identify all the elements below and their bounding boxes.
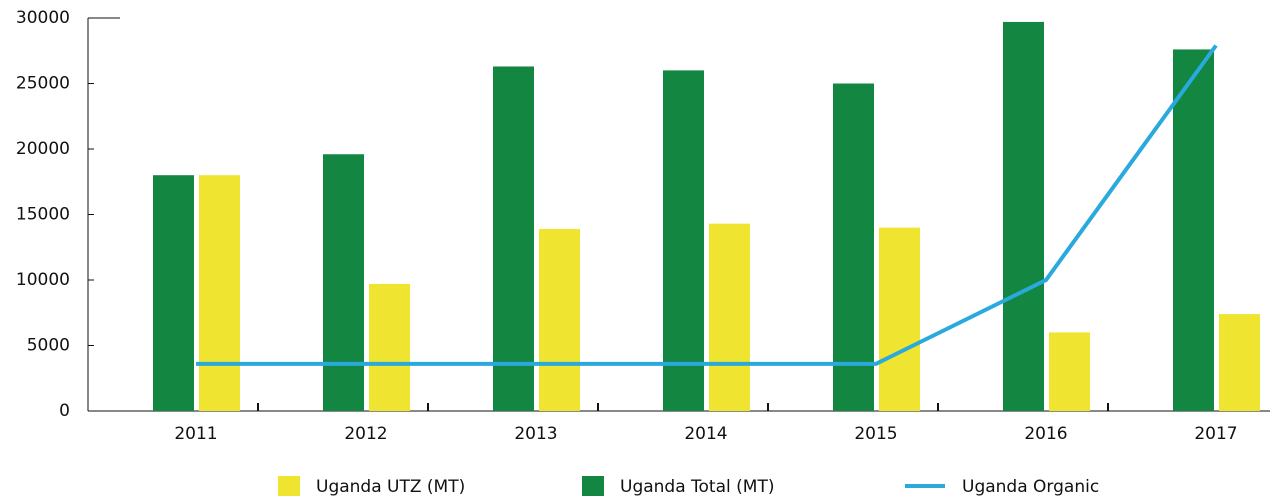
y-tick-label: 30000 bbox=[16, 8, 70, 28]
x-tick-label: 2017 bbox=[1194, 424, 1237, 444]
bar bbox=[1219, 314, 1260, 411]
bar bbox=[153, 175, 194, 411]
legend-label: Uganda Organic bbox=[962, 477, 1099, 497]
legend-label: Uganda UTZ (MT) bbox=[316, 477, 465, 497]
bar bbox=[493, 66, 534, 411]
bar bbox=[1173, 49, 1214, 411]
y-tick-label: 0 bbox=[59, 401, 70, 421]
bar bbox=[323, 154, 364, 412]
line bbox=[196, 44, 1218, 366]
y-tick-label: 10000 bbox=[16, 270, 70, 290]
y-tick-label: 25000 bbox=[16, 74, 70, 94]
legend-label: Uganda Total (MT) bbox=[620, 477, 774, 497]
x-tick-label: 2016 bbox=[1024, 424, 1067, 444]
legend-swatch bbox=[278, 476, 300, 496]
bar bbox=[663, 70, 704, 412]
x-tick-label: 2014 bbox=[684, 424, 727, 444]
bar bbox=[833, 83, 874, 411]
y-tick-label: 15000 bbox=[16, 205, 70, 225]
bar bbox=[879, 227, 920, 411]
bar bbox=[369, 283, 410, 411]
bar bbox=[1003, 21, 1044, 412]
y-tick-label: 20000 bbox=[16, 139, 70, 159]
x-tick-label: 2011 bbox=[174, 424, 217, 444]
bar bbox=[1049, 332, 1090, 411]
bar bbox=[199, 175, 240, 411]
x-tick-label: 2013 bbox=[514, 424, 557, 444]
bar bbox=[709, 223, 750, 411]
y-tick-label: 5000 bbox=[27, 336, 70, 356]
legend-swatch bbox=[582, 476, 604, 496]
bar bbox=[539, 228, 580, 411]
x-tick-label: 2012 bbox=[344, 424, 387, 444]
x-tick-label: 2015 bbox=[854, 424, 897, 444]
